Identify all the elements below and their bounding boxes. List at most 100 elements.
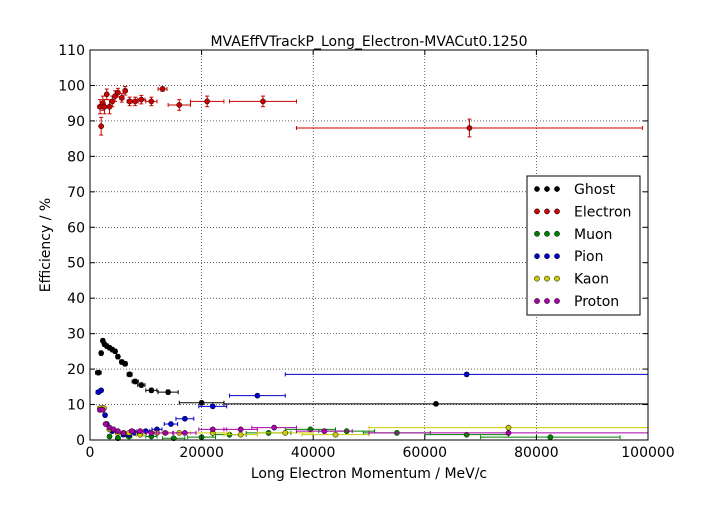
legend-marker	[554, 186, 560, 192]
y-tick-label: 0	[76, 433, 85, 449]
legend: Ghost Electron Muon Pion Kaon Proton	[526, 175, 641, 316]
legend-label: Muon	[574, 227, 612, 243]
x-tick-label: 80000	[514, 445, 559, 461]
data-point	[120, 430, 127, 436]
legend-label: Electron	[574, 204, 631, 220]
data-point	[129, 428, 135, 434]
data-point	[332, 431, 339, 438]
legend-marker	[534, 275, 540, 282]
legend-marker	[554, 298, 560, 304]
series-electron	[97, 86, 643, 138]
legend-marker	[544, 253, 550, 260]
data-point	[159, 86, 166, 92]
data-point	[282, 430, 289, 436]
x-tick-label: 100000	[621, 445, 674, 461]
legend-item-pion: Pion	[534, 249, 603, 265]
data-point	[122, 87, 129, 94]
data-point	[463, 371, 470, 378]
data-point	[505, 424, 512, 431]
legend-item-electron: Electron	[534, 204, 631, 220]
data-point	[547, 434, 554, 441]
data-point	[98, 350, 105, 356]
data-point	[148, 98, 155, 105]
legend-box	[526, 175, 641, 316]
data-point	[182, 430, 188, 436]
series-ghost	[95, 337, 649, 407]
legend-marker	[554, 275, 560, 282]
legend-label: Kaon	[574, 272, 609, 288]
data-point	[162, 430, 169, 436]
data-point	[204, 98, 211, 105]
axis-ticks: 0 20000 40000 60000 80000 100000 0 10 20 30 40 50 60…	[58, 43, 674, 461]
legend-marker	[544, 298, 550, 304]
data-point	[112, 348, 118, 355]
legend-marker	[554, 253, 560, 260]
y-tick-label: 60	[67, 220, 85, 236]
data-point	[99, 407, 106, 413]
data-point	[103, 91, 110, 98]
y-tick-label: 110	[58, 43, 85, 59]
legend-item-proton: Proton	[534, 294, 619, 310]
data-point	[132, 378, 139, 385]
data-point	[466, 125, 473, 131]
data-point	[176, 102, 183, 108]
data-point	[115, 353, 121, 360]
data-point	[168, 421, 174, 427]
legend-marker	[534, 208, 540, 215]
data-point	[237, 426, 244, 433]
data-series	[95, 86, 649, 442]
legend-marker	[534, 186, 540, 192]
data-point	[138, 382, 145, 388]
y-tick-label: 100	[58, 78, 85, 94]
legend-marker	[554, 208, 560, 215]
data-point	[165, 389, 171, 395]
data-point	[198, 399, 205, 406]
legend-marker	[544, 186, 550, 192]
x-axis-label: Long Electron Momentum / MeV/c	[251, 466, 487, 482]
y-tick-label: 30	[67, 327, 85, 343]
legend-item-kaon: Kaon	[534, 272, 609, 288]
legend-marker	[534, 230, 540, 237]
data-point	[122, 360, 129, 367]
y-tick-label: 70	[67, 185, 85, 201]
data-point	[95, 369, 102, 376]
data-point	[98, 123, 105, 130]
legend-marker	[534, 298, 540, 304]
data-point	[433, 400, 439, 407]
data-point	[101, 103, 108, 110]
legend-label: Pion	[574, 249, 603, 265]
data-point	[98, 387, 105, 394]
legend-marker	[534, 253, 540, 260]
plot-frame	[89, 49, 649, 441]
data-point	[118, 95, 125, 101]
legend-label: Ghost	[574, 182, 616, 198]
data-point	[132, 98, 139, 105]
data-point	[505, 430, 512, 436]
data-point	[271, 424, 277, 431]
data-point	[138, 96, 145, 103]
legend-marker	[544, 230, 550, 237]
x-tick-label: 20000	[179, 445, 224, 461]
data-point	[106, 433, 113, 440]
x-tick-label: 0	[86, 445, 95, 461]
data-point	[102, 412, 108, 419]
y-axis-label: Efficiency / %	[38, 198, 54, 292]
data-point	[209, 403, 216, 410]
chart-title: MVAEffVTrackP_Long_Electron-MVACut0.1250	[210, 34, 527, 50]
data-point	[237, 431, 244, 438]
legend-marker	[554, 230, 560, 237]
y-tick-label: 10	[67, 398, 85, 414]
data-point	[137, 428, 144, 434]
y-tick-label: 90	[67, 114, 85, 130]
data-point	[115, 428, 121, 434]
data-point	[321, 428, 328, 434]
legend-item-ghost: Ghost	[534, 182, 616, 198]
legend-marker	[544, 275, 550, 282]
data-point	[126, 98, 133, 105]
y-tick-label: 80	[67, 149, 85, 165]
data-point	[182, 415, 188, 422]
x-tick-label: 60000	[403, 445, 448, 461]
legend-marker	[544, 208, 550, 215]
data-point	[260, 98, 266, 105]
